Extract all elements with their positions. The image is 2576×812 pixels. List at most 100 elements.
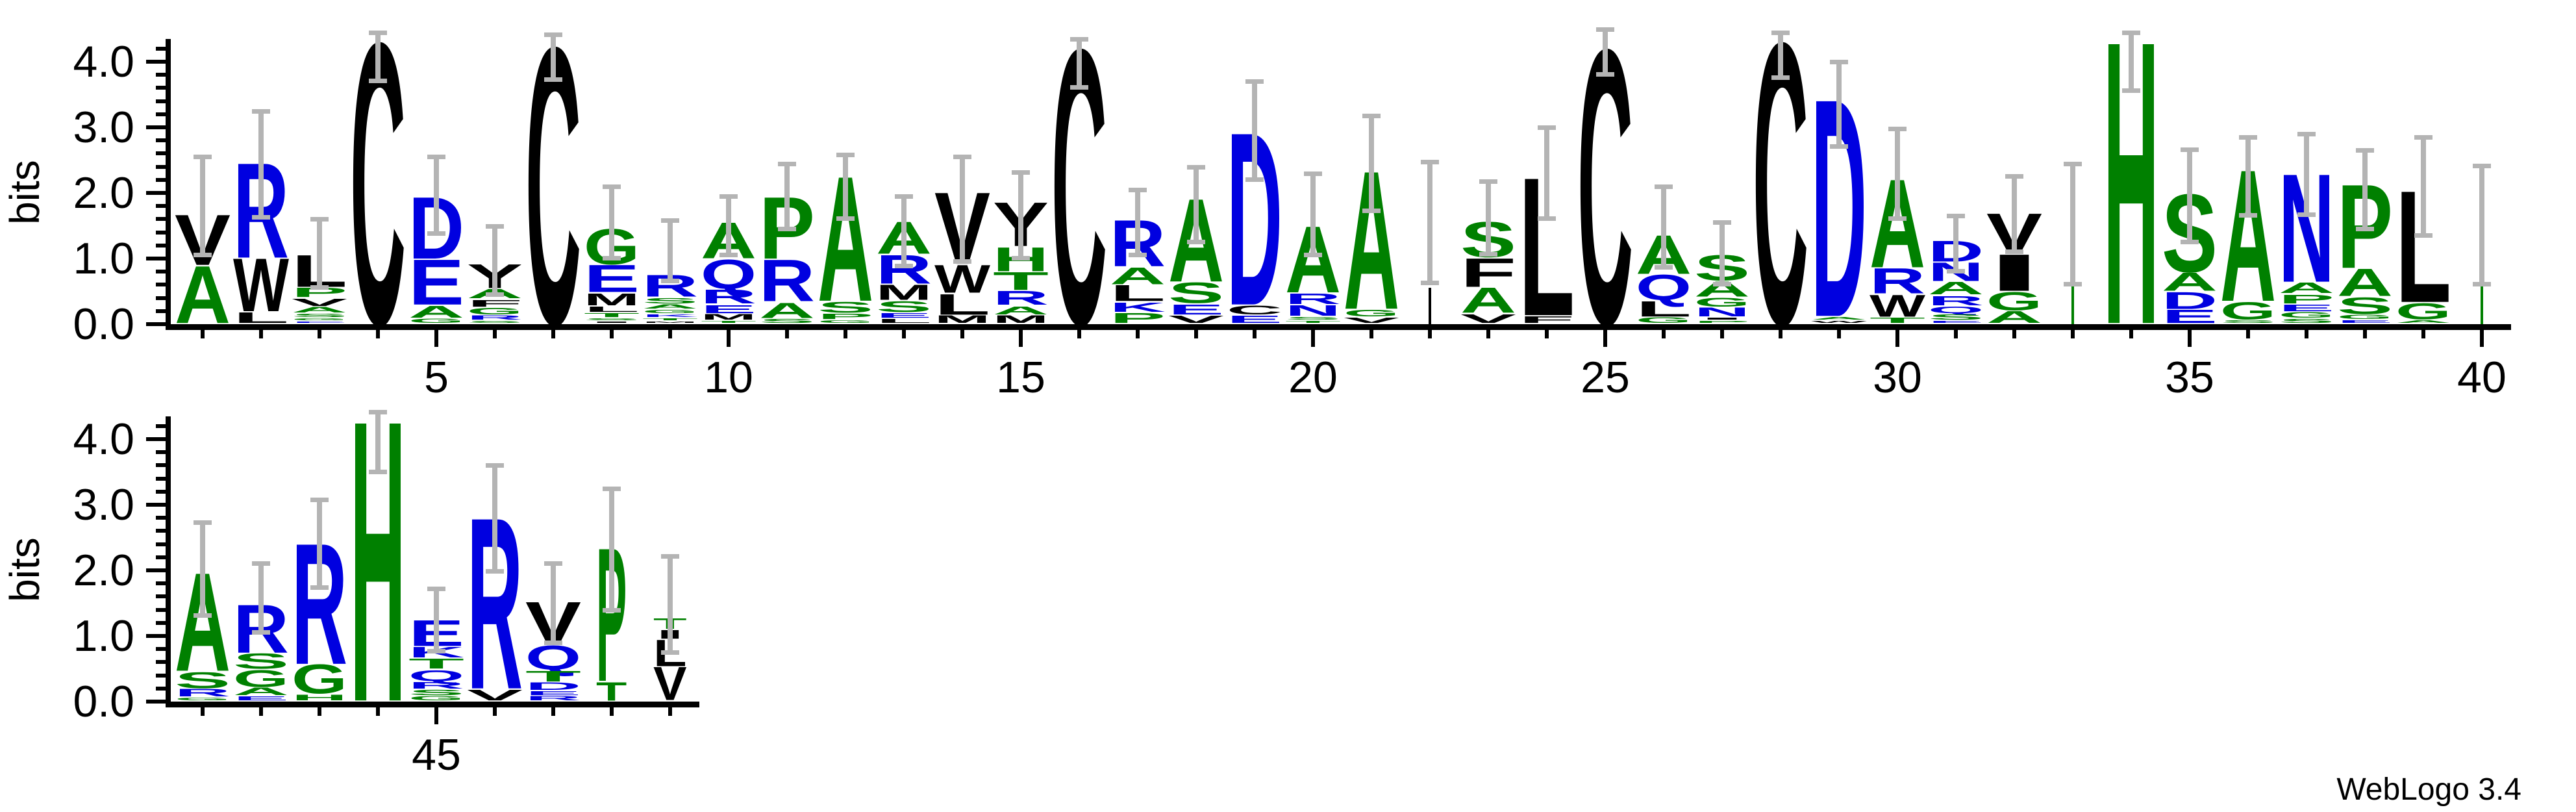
logo-letter-G: G [2395, 298, 2451, 324]
svg-text:E: E [233, 695, 289, 702]
error-bar [609, 186, 614, 259]
error-bar-cap-bottom [2181, 239, 2199, 244]
svg-text:S: S [642, 296, 698, 305]
error-bar-cap-top [1830, 60, 1848, 64]
x-minor-tick [610, 707, 614, 716]
logo-letter-S: S [876, 298, 932, 315]
y-major-tick [146, 700, 166, 704]
logo-letter-E: E [2162, 306, 2218, 327]
y-minor-tick [156, 450, 166, 455]
svg-text:P: P [292, 285, 347, 300]
logo-letter-S: S [2220, 320, 2276, 324]
error-bar [200, 522, 205, 616]
svg-text:M: M [701, 312, 757, 321]
error-bar-cap-top [2297, 132, 2316, 137]
y-tick-label: 3.0 [73, 480, 134, 529]
svg-text:L: L [1636, 297, 1692, 322]
x-major-tick [1311, 330, 1315, 347]
logo-letter-E: E [876, 312, 932, 319]
svg-text:G: G [408, 318, 464, 324]
logo-letter-T: T [1869, 316, 1925, 324]
error-bar-cap-bottom [486, 292, 504, 297]
logo-letter-V: V [292, 296, 347, 308]
x-major-tick [434, 330, 438, 347]
svg-text:H: H [292, 693, 347, 702]
logo-letter-G: G [642, 309, 698, 314]
error-bar [1895, 129, 1900, 220]
svg-text:A: A [642, 303, 698, 310]
y-minor-tick [156, 489, 166, 494]
y-axis-title-row1: bits [1, 160, 48, 225]
logo-letter-V: V [467, 687, 523, 704]
svg-text:Q: Q [1636, 268, 1692, 308]
error-bar-cap-top [778, 161, 796, 166]
logo-letter-C: C [1051, 0, 1107, 407]
logo-letter-L: L [233, 309, 289, 326]
svg-text:G: G [233, 665, 289, 692]
y-minor-tick [156, 424, 166, 428]
logo-letter-G: G [1636, 316, 1692, 324]
x-minor-tick [2305, 330, 2308, 338]
logo-letter-W: W [934, 257, 990, 301]
logo-stack-22 [1401, 39, 1459, 324]
svg-text:V: V [467, 687, 523, 704]
y-major-tick [146, 60, 166, 64]
x-minor-tick [201, 330, 205, 338]
error-bar-cap-bottom [1947, 269, 1965, 274]
weblogo-version: WebLogo 3.4 [2336, 772, 2521, 807]
logo-letter-G: G [467, 306, 523, 316]
svg-text:P: P [818, 312, 873, 320]
error-bar [2304, 134, 2309, 216]
error-bar-cap-top [1538, 125, 1556, 130]
error-bar-cap-bottom [369, 469, 387, 474]
svg-text:E: E [584, 257, 640, 301]
error-bar-cap-bottom [895, 264, 913, 269]
svg-text:R: R [701, 286, 757, 308]
error-bar-cap-bottom [1655, 265, 1673, 270]
svg-text:G: G [1986, 286, 2042, 315]
svg-text:G: G [1636, 316, 1692, 324]
x-minor-tick [2363, 330, 2367, 338]
error-bar-cap-bottom [252, 215, 270, 220]
error-bar [1719, 222, 1725, 285]
svg-text:A: A [1811, 316, 1867, 321]
error-bar-cap-top [1304, 171, 1322, 176]
error-bar-cap-top [603, 184, 621, 189]
error-bar [960, 157, 965, 262]
logo-letter-L: L [1636, 297, 1692, 322]
error-bar-cap-bottom [836, 216, 855, 222]
logo-letter-M: M [701, 312, 757, 321]
svg-text:E: E [408, 246, 464, 318]
svg-text:W: W [1811, 320, 1868, 324]
svg-text:S: S [292, 312, 347, 318]
y-axis-line [166, 38, 171, 330]
logo-letter-Q: Q [525, 639, 581, 677]
error-bar [1252, 81, 1257, 180]
logo-letter-S: S [1168, 277, 1224, 310]
x-minor-tick [1486, 330, 1490, 338]
logo-letter-S: S [2337, 292, 2393, 319]
logo-letter-M: M [993, 313, 1049, 325]
x-tick-label: 30 [1873, 353, 1922, 402]
logo-letter-M: M [642, 321, 698, 323]
y-minor-tick [156, 581, 166, 586]
logo-letter-R: R [1285, 290, 1341, 307]
logo-letter-F: F [1519, 314, 1575, 325]
logo-letter-G: G [408, 318, 464, 324]
error-bar-cap-bottom [953, 259, 971, 264]
svg-text:M: M [876, 280, 932, 305]
svg-text:C: C [1227, 303, 1282, 317]
svg-text:L: L [584, 305, 640, 313]
svg-text:R: R [1285, 290, 1341, 307]
error-bar-cap-bottom [2239, 213, 2257, 218]
y-tick-label: 4.0 [73, 37, 134, 86]
error-bar-cap-bottom [1713, 282, 1731, 287]
error-bar-cap-bottom [544, 77, 562, 82]
error-bar-cap-top [1129, 187, 1147, 192]
logo-letter-R: R [467, 314, 523, 321]
logo-letter-L: L [584, 305, 640, 313]
logo-letter-A: A [1928, 279, 1984, 299]
